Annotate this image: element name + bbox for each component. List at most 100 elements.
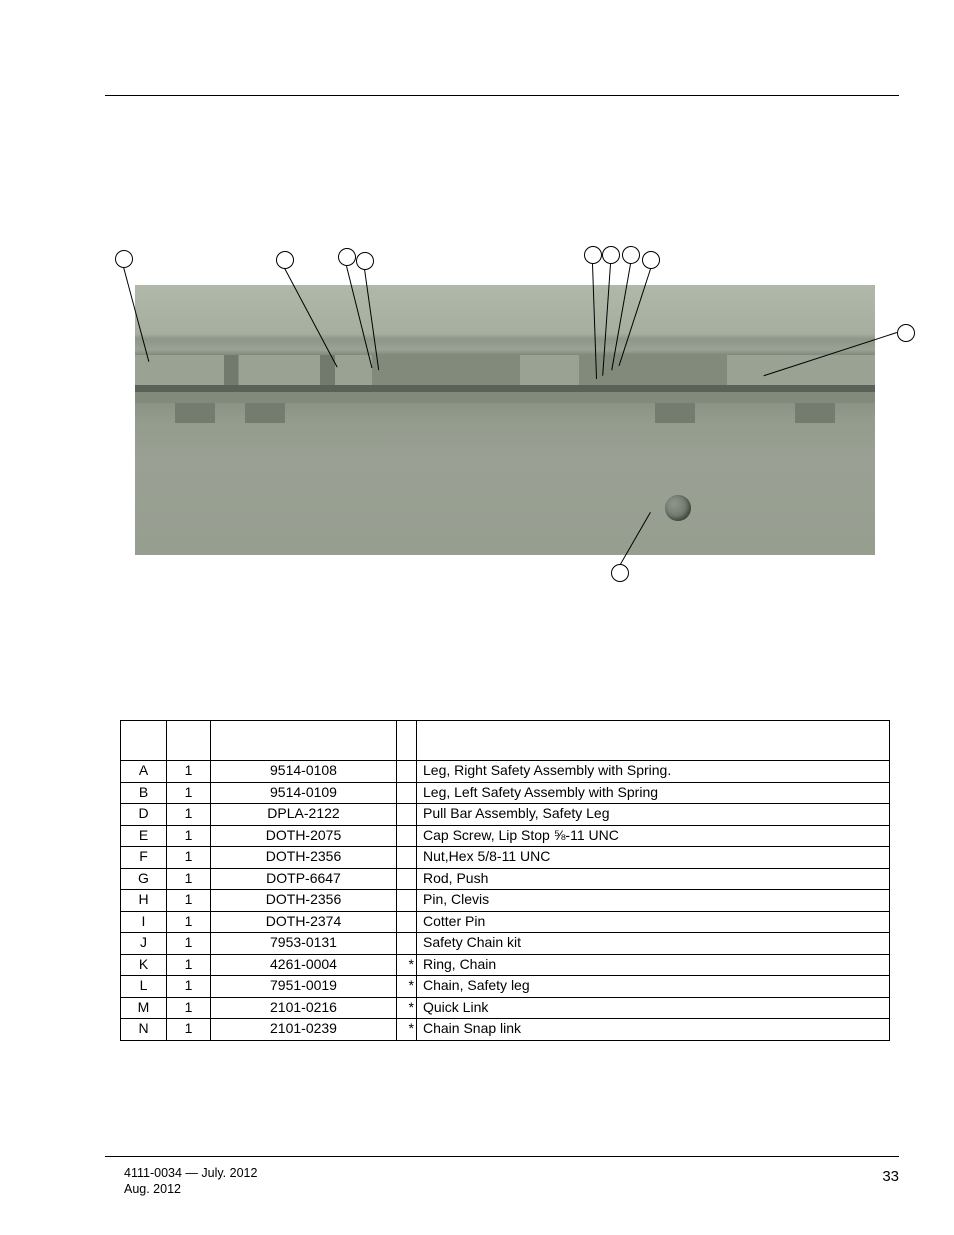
table-cell: Safety Chain kit [417, 933, 890, 955]
table-cell: Nut,Hex 5/8-11 UNC [417, 847, 890, 869]
table-cell: DOTH-2356 [211, 847, 397, 869]
table-cell [397, 868, 417, 890]
table-cell: 9514-0108 [211, 761, 397, 783]
table-cell: * [397, 1019, 417, 1041]
table-cell: 1 [167, 825, 211, 847]
table-row: H1DOTH-2356 Pin, Clevis [121, 890, 890, 912]
table-cell: * [397, 954, 417, 976]
table-cell: DOTP-6647 [211, 868, 397, 890]
table-cell: 1 [167, 804, 211, 826]
table-row: A19514-0108 Leg, Right Safety Assembly wi… [121, 761, 890, 783]
table-cell: DOTH-2075 [211, 825, 397, 847]
table-cell: 7951-0019 [211, 976, 397, 998]
table-cell: H [121, 890, 167, 912]
callout-marker [276, 251, 294, 269]
table-cell: Pull Bar Assembly, Safety Leg [417, 804, 890, 826]
table-cell: 9514-0109 [211, 782, 397, 804]
table-cell: E [121, 825, 167, 847]
footer-line2: Aug. 2012 [124, 1181, 257, 1197]
callout-marker [115, 250, 133, 268]
table-cell [397, 911, 417, 933]
callout-marker [611, 564, 629, 582]
table-cell: N [121, 1019, 167, 1041]
table-row: I1DOTH-2374Cotter Pin [121, 911, 890, 933]
table-cell: 1 [167, 1019, 211, 1041]
table-row: M12101-0216*Quick Link [121, 997, 890, 1019]
parts-figure [105, 235, 905, 595]
table-cell: D [121, 804, 167, 826]
callout-marker [356, 252, 374, 270]
table-cell: Rod, Push [417, 868, 890, 890]
header-rule [105, 95, 899, 96]
footer-rule [105, 1156, 899, 1157]
table-cell: Cap Screw, Lip Stop ⅝-11 UNC [417, 825, 890, 847]
table-row: L17951-0019*Chain, Safety leg [121, 976, 890, 998]
parts-table: A19514-0108Leg, Right Safety Assembly wi… [120, 720, 890, 1041]
table-row: G1DOTP-6647 Rod, Push [121, 868, 890, 890]
table-cell: I [121, 911, 167, 933]
table-cell: G [121, 868, 167, 890]
table-row: B19514-0109 Leg, Left Safety Assembly wit… [121, 782, 890, 804]
footer-line1: 4111-0034 — July. 2012 [124, 1165, 257, 1181]
table-cell: 1 [167, 933, 211, 955]
table-cell: 1 [167, 911, 211, 933]
table-cell: Leg, Right Safety Assembly with Spring. [417, 761, 890, 783]
table-cell: F [121, 847, 167, 869]
table-cell: Cotter Pin [417, 911, 890, 933]
col-desc [417, 721, 890, 761]
table-cell: Chain, Safety leg [417, 976, 890, 998]
table-cell [397, 825, 417, 847]
table-cell [397, 847, 417, 869]
table-cell: 1 [167, 761, 211, 783]
table-row: J17953-0131 Safety Chain kit [121, 933, 890, 955]
table-cell [397, 804, 417, 826]
table-cell [397, 761, 417, 783]
callout-marker [897, 324, 915, 342]
callout-marker [642, 251, 660, 269]
table-cell: DOTH-2356 [211, 890, 397, 912]
table-cell: K [121, 954, 167, 976]
table-cell [397, 782, 417, 804]
table-row: K14261-0004*Ring, Chain [121, 954, 890, 976]
table-cell: 4261-0004 [211, 954, 397, 976]
page-number: 33 [882, 1168, 899, 1185]
callout-marker [602, 246, 620, 264]
table-cell: M [121, 997, 167, 1019]
table-cell: 2101-0216 [211, 997, 397, 1019]
table-row: D1DPLA-2122 Pull Bar Assembly, Safety Leg [121, 804, 890, 826]
callout-marker [584, 246, 602, 264]
table-cell: B [121, 782, 167, 804]
table-cell: DPLA-2122 [211, 804, 397, 826]
parts-table-wrap: A19514-0108Leg, Right Safety Assembly wi… [120, 720, 890, 1041]
footer-doc-info: 4111-0034 — July. 2012 Aug. 2012 [124, 1165, 257, 1198]
table-cell: J [121, 933, 167, 955]
table-cell: 7953-0131 [211, 933, 397, 955]
callout-marker [338, 248, 356, 266]
table-cell: 2101-0239 [211, 1019, 397, 1041]
table-cell: 1 [167, 890, 211, 912]
table-cell: 1 [167, 782, 211, 804]
table-cell: * [397, 997, 417, 1019]
table-row: N12101-0239*Chain Snap link [121, 1019, 890, 1041]
table-cell: Leg, Left Safety Assembly with Spring [417, 782, 890, 804]
table-cell: Pin, Clevis [417, 890, 890, 912]
table-cell [397, 890, 417, 912]
table-cell: 1 [167, 868, 211, 890]
table-cell: Ring, Chain [417, 954, 890, 976]
table-cell: 1 [167, 954, 211, 976]
table-cell [397, 933, 417, 955]
table-header-row [121, 721, 890, 761]
table-cell: 1 [167, 976, 211, 998]
col-mark [397, 721, 417, 761]
col-part [211, 721, 397, 761]
col-qty [167, 721, 211, 761]
table-row: E1DOTH-2075 Cap Screw, Lip Stop ⅝-11 UNC [121, 825, 890, 847]
table-cell: Chain Snap link [417, 1019, 890, 1041]
table-cell: L [121, 976, 167, 998]
callout-marker [622, 246, 640, 264]
table-cell: * [397, 976, 417, 998]
table-cell: Quick Link [417, 997, 890, 1019]
equipment-photo [135, 285, 875, 555]
table-cell: 1 [167, 997, 211, 1019]
table-cell: A [121, 761, 167, 783]
